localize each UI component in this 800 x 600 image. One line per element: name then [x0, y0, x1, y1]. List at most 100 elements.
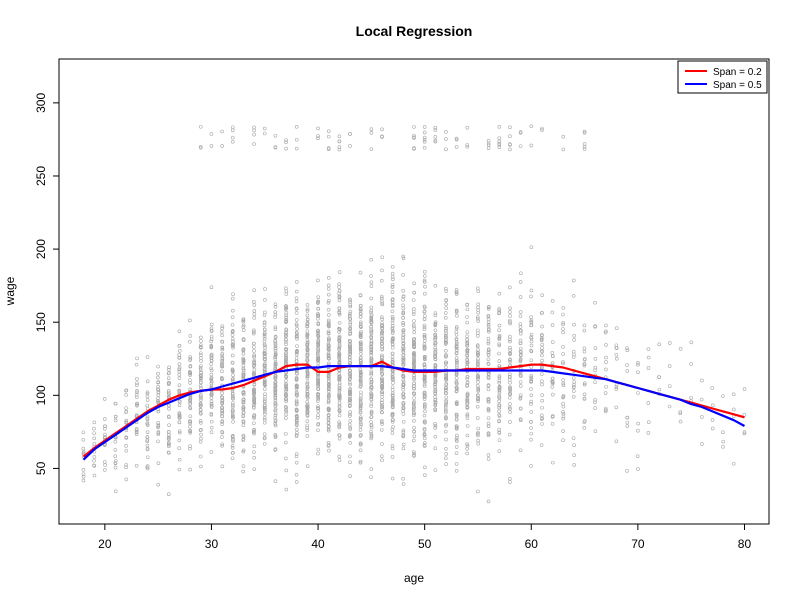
data-point	[529, 348, 533, 353]
data-point	[508, 357, 512, 362]
data-point	[369, 321, 374, 325]
data-point	[230, 128, 235, 133]
data-point	[220, 442, 225, 447]
data-point	[369, 325, 374, 329]
data-point	[614, 439, 619, 444]
data-point	[508, 337, 512, 342]
data-point	[252, 397, 256, 402]
data-point	[177, 438, 182, 443]
data-point	[135, 383, 139, 387]
data-point	[379, 315, 384, 320]
data-point	[465, 424, 470, 428]
data-point	[412, 454, 416, 458]
data-point	[422, 135, 427, 140]
data-point	[487, 371, 491, 376]
data-point	[369, 411, 374, 416]
data-point	[636, 361, 640, 365]
data-point	[593, 429, 598, 433]
data-point	[252, 312, 257, 316]
data-point	[145, 355, 150, 359]
data-point	[401, 328, 406, 333]
data-point	[209, 381, 214, 386]
x-tick-label: 40	[311, 537, 325, 551]
data-point	[507, 320, 512, 324]
data-point	[710, 386, 715, 390]
data-point	[167, 437, 171, 442]
data-point	[497, 384, 502, 389]
data-point	[81, 474, 86, 479]
data-point	[209, 430, 214, 435]
data-point	[262, 320, 267, 325]
data-point	[529, 124, 534, 129]
data-point	[379, 341, 384, 346]
data-point	[167, 423, 171, 427]
data-point	[273, 362, 278, 367]
data-point	[636, 370, 640, 375]
data-point	[529, 339, 534, 344]
data-point	[316, 447, 321, 452]
data-point	[497, 335, 502, 339]
data-point	[156, 461, 161, 465]
data-point	[412, 344, 416, 349]
data-point	[273, 145, 278, 149]
data-point	[209, 393, 214, 398]
data-point	[326, 146, 331, 150]
data-point	[284, 386, 289, 391]
data-point	[369, 131, 374, 135]
data-point	[369, 318, 374, 323]
data-point	[305, 357, 310, 361]
data-point	[252, 421, 256, 426]
data-point	[315, 399, 320, 403]
data-point	[230, 409, 235, 414]
data-point	[262, 432, 267, 436]
data-point	[529, 375, 533, 380]
data-point	[273, 479, 278, 484]
data-point	[582, 425, 587, 430]
data-point	[369, 358, 374, 363]
data-point	[198, 404, 203, 408]
data-point	[721, 444, 725, 449]
data-point	[262, 342, 267, 347]
data-point	[401, 321, 405, 325]
data-point	[220, 361, 224, 366]
data-point	[316, 428, 320, 433]
data-point	[188, 444, 192, 449]
data-point	[337, 458, 342, 462]
data-point	[390, 357, 395, 362]
data-point	[412, 350, 416, 355]
data-point	[529, 358, 534, 363]
data-point	[497, 449, 502, 453]
data-point	[327, 443, 331, 447]
data-point	[316, 413, 320, 417]
data-point	[412, 419, 416, 423]
data-point	[294, 414, 299, 419]
y-axis-label: wage	[3, 276, 17, 306]
data-point	[444, 401, 448, 406]
data-point	[188, 387, 193, 392]
data-point	[401, 446, 406, 451]
data-point	[188, 467, 192, 472]
data-point	[326, 379, 331, 384]
data-point	[177, 420, 182, 425]
data-point	[540, 358, 544, 363]
data-point	[358, 307, 363, 312]
data-point	[369, 404, 373, 408]
data-point	[262, 399, 267, 404]
data-point	[92, 436, 97, 441]
data-point	[593, 346, 598, 350]
data-point	[177, 376, 182, 380]
data-point	[284, 317, 288, 322]
data-point	[390, 297, 395, 302]
data-point	[337, 320, 342, 325]
data-point	[358, 340, 363, 345]
data-point	[113, 401, 118, 406]
data-point	[241, 469, 245, 474]
data-point	[167, 451, 171, 455]
data-point	[252, 431, 256, 436]
data-point	[337, 134, 342, 139]
data-point	[294, 460, 299, 465]
data-point	[230, 368, 235, 372]
data-point	[572, 385, 576, 389]
data-point	[273, 381, 278, 386]
data-point	[273, 312, 278, 317]
